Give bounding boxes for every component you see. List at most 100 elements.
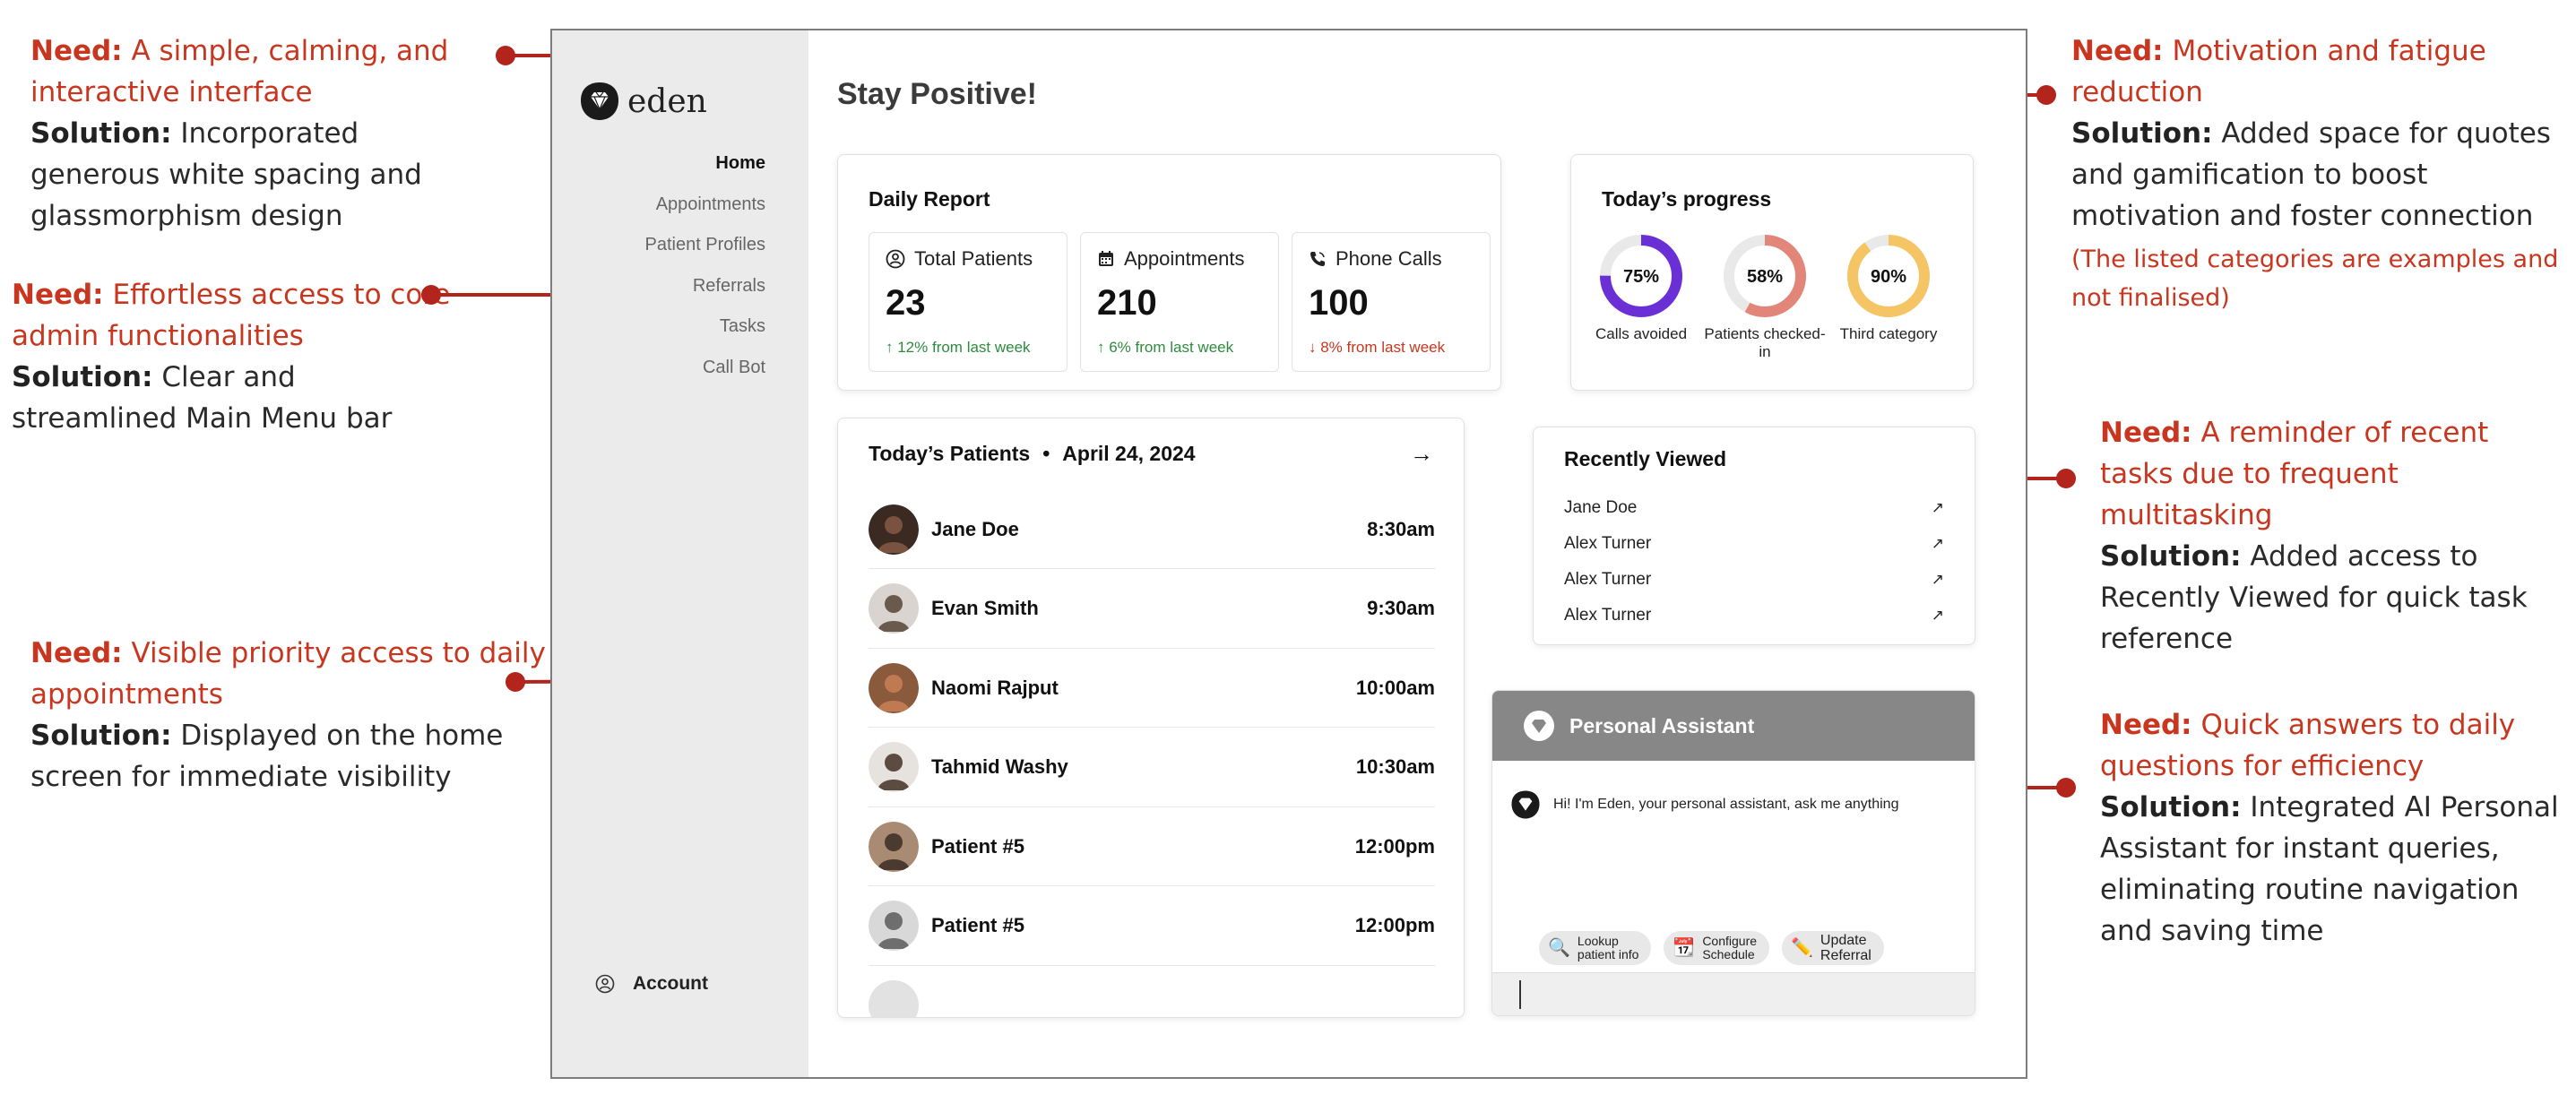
- connector-line: [431, 293, 605, 297]
- connector-dot: [2056, 778, 2076, 798]
- stat-value: 23: [886, 283, 926, 323]
- patient-row[interactable]: Naomi Rajput 10:00am: [869, 649, 1435, 728]
- recent-item-label: Alex Turner: [1564, 570, 1652, 589]
- logo[interactable]: eden: [579, 81, 707, 122]
- arrow-right-icon[interactable]: →: [1410, 440, 1433, 467]
- avatar: [869, 821, 919, 872]
- assistant-input[interactable]: [1492, 972, 1975, 1015]
- nav-item-appointments[interactable]: Appointments: [655, 194, 765, 214]
- stat-phone-calls[interactable]: Phone Calls 100 ↓ 8% from last week: [1292, 232, 1491, 372]
- arrow-up-right-icon: ↗: [1931, 607, 1944, 624]
- patient-time: 8:30am: [1367, 517, 1435, 540]
- app-window: eden Home Appointments Patient Profiles …: [550, 29, 2027, 1079]
- stat-appointments[interactable]: Appointments 210 ↑ 6% from last week: [1080, 232, 1279, 372]
- shield-gem-icon: [581, 82, 618, 120]
- ring-value: 75%: [1623, 267, 1659, 287]
- avatar: [869, 504, 919, 555]
- patient-row[interactable]: Patient #5 12:00pm: [869, 887, 1435, 966]
- avatar: [869, 980, 919, 1017]
- patient-time: 10:30am: [1355, 755, 1435, 778]
- patient-name: Patient #5: [931, 914, 1024, 936]
- calendar-icon: 📆: [1673, 937, 1696, 958]
- ring-arc: [1847, 235, 1930, 317]
- avatar: [869, 742, 919, 792]
- progress-ring: 75% Calls avoided: [1578, 232, 1704, 343]
- progress-ring: 90% Third category: [1826, 232, 1951, 343]
- recent-item-label: Alex Turner: [1564, 534, 1652, 553]
- calendar-icon: [1099, 251, 1113, 266]
- avatar: [869, 901, 919, 951]
- patient-row[interactable]: Tahmid Washy 10:30am: [869, 729, 1435, 807]
- chip-lookup-patient[interactable]: 🔍 Lookup patient info: [1539, 931, 1652, 965]
- patient-name: Evan Smith: [931, 597, 1039, 619]
- annotation-motivation: Need: Motivation and fatigue reduction S…: [2071, 35, 2559, 312]
- recent-item[interactable]: Alex Turner ↗: [1564, 598, 1944, 634]
- recent-item[interactable]: Alex Turner ↗: [1564, 562, 1944, 598]
- ring-label: Calls avoided: [1595, 325, 1688, 342]
- arrow-up-right-icon: ↗: [1931, 535, 1944, 552]
- ring-chart: 90%: [1847, 235, 1930, 317]
- ring-label: Patients checked-in: [1704, 325, 1826, 360]
- separator-dot: •: [1042, 442, 1050, 465]
- nav-item-patient-profiles[interactable]: Patient Profiles: [644, 235, 765, 254]
- annotation-answers: Need: Quick answers to daily questions f…: [2100, 709, 2559, 947]
- shield-gem-icon: [1511, 790, 1540, 819]
- personal-assistant-card: Personal Assistant Hi! I'm Eden, your pe…: [1491, 690, 1975, 1016]
- user-circle-icon: [595, 974, 615, 994]
- patient-row[interactable]: Patient #5 12:00pm: [869, 807, 1435, 886]
- main-menu: Home Appointments Patient Profiles Refer…: [644, 143, 765, 388]
- stat-total-patients[interactable]: Total Patients 23 ↑ 12% from last week: [869, 232, 1068, 372]
- recent-item[interactable]: Jane Doe ↗: [1564, 490, 1944, 526]
- patient-time: 12:00pm: [1354, 834, 1435, 858]
- annotation-access: Need: Effortless access to core admin fu…: [12, 279, 451, 435]
- daily-report-card: Daily Report Total Patients 23 ↑ 12% fro…: [837, 154, 1501, 391]
- assistant-message-text: Hi! I'm Eden, your personal assistant, a…: [1553, 797, 1899, 812]
- patient-name: Jane Doe: [931, 517, 1019, 540]
- patient-row[interactable]: Jane Doe 8:30am: [869, 490, 1435, 569]
- avatar: [869, 583, 919, 634]
- nav-item-home[interactable]: Home: [715, 153, 765, 173]
- user-circle-icon: [886, 249, 905, 269]
- annotation-appointments: Need: Visible priority access to daily a…: [30, 637, 546, 793]
- stat-change: ↓ 8% from last week: [1309, 339, 1446, 356]
- arrow-up-right-icon: ↗: [1931, 499, 1944, 516]
- patients-header: Today’s Patients • April 24, 2024 →: [869, 440, 1433, 468]
- ring-chart: 75%: [1600, 235, 1682, 317]
- ring-label: Third category: [1839, 325, 1938, 342]
- patient-row[interactable]: Evan Smith 9:30am: [869, 570, 1435, 649]
- recent-item-label: Jane Doe: [1564, 498, 1638, 517]
- patient-name: Tahmid Washy: [931, 755, 1068, 778]
- ring-value: 90%: [1871, 267, 1906, 287]
- ring-arc: [1724, 235, 1806, 317]
- magnifier-icon: 🔍: [1548, 937, 1570, 958]
- recent-item-label: Alex Turner: [1564, 606, 1652, 625]
- nav-item-referrals[interactable]: Referrals: [692, 275, 765, 296]
- nav-item-tasks[interactable]: Tasks: [719, 316, 765, 336]
- stat-value: 100: [1309, 283, 1369, 323]
- stat-value: 210: [1097, 283, 1157, 323]
- patient-time: 12:00pm: [1354, 914, 1435, 936]
- avatar: [869, 662, 919, 713]
- assistant-header: Personal Assistant: [1492, 691, 1975, 761]
- connector-dot: [2056, 469, 2076, 488]
- progress-card: Today’s progress 75% Calls avoided 58% Pati…: [1570, 154, 1974, 391]
- logo-text: eden: [627, 82, 707, 120]
- chip-update-referral[interactable]: ✏️ Update Referral: [1782, 931, 1884, 965]
- ring-arc: [1600, 235, 1682, 317]
- chip-configure-schedule[interactable]: 📆 Configure Schedule: [1664, 931, 1770, 965]
- recent-item[interactable]: Alex Turner ↗: [1564, 526, 1944, 562]
- connector-dot: [2036, 85, 2056, 105]
- ring-value: 58%: [1747, 267, 1783, 287]
- nav-item-call-bot[interactable]: Call Bot: [702, 357, 765, 377]
- text-caret: [1519, 980, 1521, 1009]
- stat-label: Total Patients: [914, 247, 1033, 270]
- recently-viewed-title: Recently Viewed: [1564, 447, 1727, 470]
- assistant-title: Personal Assistant: [1569, 713, 1755, 737]
- page-title: Stay Positive!: [837, 77, 1037, 111]
- recently-viewed-card: Recently Viewed Jane Doe ↗ Alex Turner ↗ Ale…: [1533, 427, 1975, 645]
- account-button[interactable]: Account: [595, 973, 708, 995]
- phone-icon: [1310, 252, 1325, 266]
- sidebar: eden Home Appointments Patient Profiles …: [552, 30, 808, 1077]
- patient-row-partial: [869, 966, 1435, 1017]
- pencil-icon: ✏️: [1791, 937, 1813, 958]
